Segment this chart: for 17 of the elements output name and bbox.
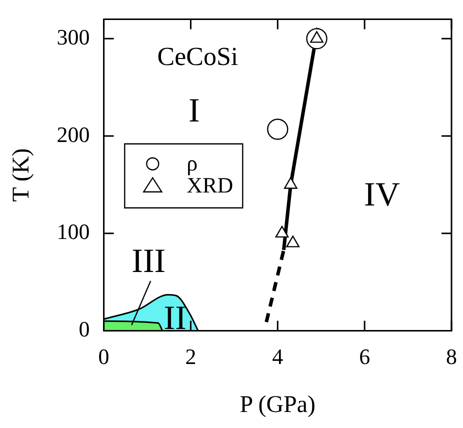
annotation: II [164,300,186,337]
x-tick-label: 0 [98,344,110,369]
x-tick-label: 4 [272,344,284,369]
annotation: IV [364,176,400,214]
y-tick-label: 0 [78,316,90,342]
legend-label: ρ [186,150,198,176]
x-tick-label: 8 [446,344,457,369]
y-tick-label: 200 [56,122,90,147]
x-tick-label: 6 [359,344,370,369]
annotation: III [132,242,166,280]
annotation: CeCoSi [157,42,238,71]
y-axis-title: T (K) [8,148,35,202]
x-axis-title: P (GPa) [240,392,316,418]
annotation: I [188,92,200,130]
y-tick-label: 100 [56,219,90,244]
x-tick-label: 2 [185,344,196,369]
y-tick-label: 300 [56,24,90,50]
